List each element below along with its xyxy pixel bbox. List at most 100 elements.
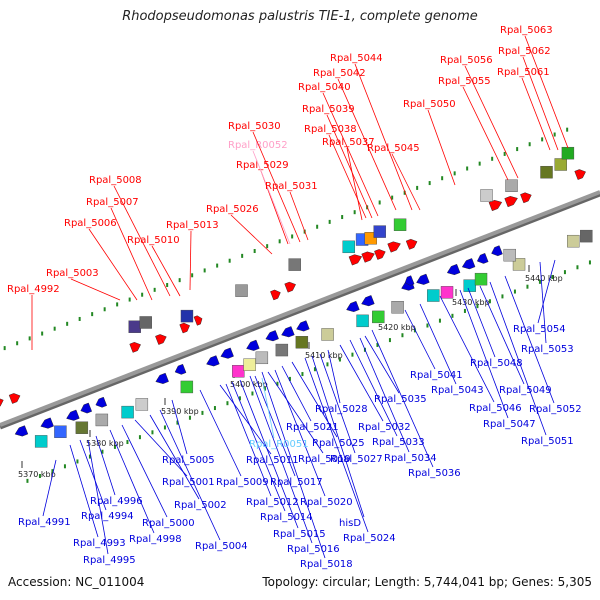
top-strand-gene[interactable] bbox=[179, 321, 192, 334]
bottom-strand-gene[interactable] bbox=[13, 425, 29, 439]
bottom-strand-gene[interactable] bbox=[360, 295, 375, 308]
gene-label-bottom[interactable]: Rpal_5011 bbox=[246, 455, 299, 466]
top-strand-gene[interactable] bbox=[488, 198, 503, 212]
gene-label-top[interactable]: Rpal_5045 bbox=[367, 143, 420, 154]
gene-label-bottom[interactable]: Rpal_5019 bbox=[298, 454, 351, 465]
gene-label-top[interactable]: Rpal_R0052 bbox=[228, 140, 288, 151]
bottom-strand-gene[interactable] bbox=[94, 396, 108, 409]
gene-label-bottom[interactable]: Rpal_4994 bbox=[81, 511, 134, 522]
gene-label-bottom[interactable]: Rpal_5043 bbox=[431, 385, 484, 396]
gene-label-bottom[interactable]: Rpal_5012 bbox=[246, 497, 299, 508]
top-strand-gene[interactable] bbox=[270, 288, 282, 301]
gene-label-top[interactable]: Rpal_5055 bbox=[438, 76, 491, 87]
gene-label-top[interactable]: Rpal_5008 bbox=[89, 175, 142, 186]
bottom-strand-gene[interactable] bbox=[345, 300, 360, 314]
bottom-strand-gene[interactable] bbox=[245, 339, 260, 353]
gene-label-bottom[interactable]: Rpal_5021 bbox=[286, 422, 339, 433]
gene-label-top[interactable]: Rpal_5050 bbox=[403, 99, 456, 110]
gene-label-bottom[interactable]: Rpal_5017 bbox=[270, 477, 323, 488]
gene-label-bottom[interactable]: Rpal_5036 bbox=[408, 468, 461, 479]
gene-label-bottom[interactable]: Rpal_5000 bbox=[142, 518, 195, 529]
gene-label-bottom[interactable]: Rpal_5051 bbox=[521, 436, 574, 447]
gene-label-top[interactable]: Rpal_5039 bbox=[302, 104, 355, 115]
gene-label-top[interactable]: Rpal_5038 bbox=[304, 124, 357, 135]
gene-label-top[interactable]: Rpal_5037 bbox=[322, 137, 375, 148]
bottom-strand-gene[interactable] bbox=[461, 258, 476, 271]
top-strand-gene[interactable] bbox=[284, 280, 298, 293]
gene-label-bottom[interactable]: Rpal_5048 bbox=[470, 358, 523, 369]
top-strand-gene[interactable] bbox=[405, 237, 419, 250]
gene-label-bottom[interactable]: Rpal_4995 bbox=[83, 555, 136, 566]
bottom-strand-gene[interactable] bbox=[280, 326, 295, 339]
gene-label-top[interactable]: Rpal_5029 bbox=[236, 160, 289, 171]
gene-label-top[interactable]: Rpal_5044 bbox=[330, 53, 383, 64]
top-strand-gene[interactable] bbox=[504, 194, 519, 208]
gene-label-bottom[interactable]: Rpal_5002 bbox=[174, 500, 227, 511]
gene-label-top[interactable]: Rpal_5026 bbox=[206, 204, 259, 215]
bottom-strand-gene[interactable] bbox=[154, 372, 169, 386]
gene-label-bottom[interactable]: Rpal_4991 bbox=[18, 517, 71, 528]
top-strand-gene[interactable] bbox=[193, 314, 204, 326]
bottom-strand-gene[interactable] bbox=[205, 355, 220, 369]
gene-label-bottom[interactable]: Rpal_5034 bbox=[384, 453, 437, 464]
gene-label-bottom[interactable]: Rpal_R0051 bbox=[249, 439, 309, 450]
gene-label-top[interactable]: Rpal_5010 bbox=[127, 235, 180, 246]
top-strand-gene[interactable] bbox=[361, 250, 376, 263]
gene-label-top[interactable]: Rpal_5006 bbox=[64, 218, 117, 229]
top-strand-gene[interactable] bbox=[129, 340, 143, 353]
gene-label-bottom[interactable]: Rpal_5016 bbox=[287, 544, 340, 555]
gene-label-bottom[interactable]: Rpal_5041 bbox=[410, 370, 463, 381]
gene-label-top[interactable]: Rpal_5061 bbox=[497, 67, 550, 78]
bottom-strand-gene[interactable] bbox=[39, 417, 54, 431]
gene-label-bottom[interactable]: Rpal_5052 bbox=[529, 404, 582, 415]
bottom-strand-gene[interactable] bbox=[490, 245, 503, 258]
gene-label-bottom[interactable]: Rpal_5024 bbox=[343, 533, 396, 544]
gene-label-bottom[interactable]: Rpal_5027 bbox=[330, 454, 383, 465]
top-strand-gene[interactable] bbox=[574, 168, 588, 180]
bottom-strand-gene[interactable] bbox=[79, 402, 93, 415]
gene-label-bottom[interactable]: Rpal_5033 bbox=[372, 437, 425, 448]
bottom-strand-gene[interactable] bbox=[264, 330, 279, 343]
gene-label-top[interactable]: Rpal_5003 bbox=[46, 268, 99, 279]
gene-label-bottom[interactable]: Rpal_4996 bbox=[90, 496, 143, 507]
gene-label-bottom[interactable]: Rpal_5046 bbox=[469, 403, 522, 414]
bottom-strand-gene[interactable] bbox=[219, 347, 234, 361]
gene-label-top[interactable]: Rpal_5013 bbox=[166, 220, 219, 231]
top-strand-gene[interactable] bbox=[8, 392, 22, 404]
gene-label-bottom[interactable]: Rpal_5018 bbox=[300, 559, 353, 570]
bottom-strand-gene[interactable] bbox=[446, 263, 461, 277]
top-strand-gene[interactable] bbox=[374, 248, 387, 260]
top-strand-gene[interactable] bbox=[155, 333, 168, 345]
gene-label-bottom[interactable]: Rpal_5015 bbox=[273, 529, 326, 540]
gene-label-top[interactable]: Rpal_5007 bbox=[86, 197, 139, 208]
gene-label-bottom[interactable]: Rpal_5053 bbox=[521, 344, 574, 355]
top-strand-gene[interactable] bbox=[387, 240, 402, 253]
gene-label-bottom[interactable]: Rpal_5028 bbox=[315, 404, 368, 415]
bottom-strand-gene[interactable] bbox=[65, 409, 80, 423]
gene-label-bottom[interactable]: Rpal_5054 bbox=[513, 324, 566, 335]
gene-label-top[interactable]: Rpal_4992 bbox=[7, 284, 60, 295]
gene-label-bottom[interactable]: Rpal_5009 bbox=[216, 477, 269, 488]
gene-label-top[interactable]: Rpal_5030 bbox=[228, 121, 281, 132]
gene-label-bottom[interactable]: Rpal_5005 bbox=[162, 455, 215, 466]
bottom-strand-gene[interactable] bbox=[476, 253, 489, 265]
bottom-strand-gene[interactable] bbox=[415, 273, 430, 287]
gene-label-top[interactable]: Rpal_5042 bbox=[313, 68, 366, 79]
gene-label-top[interactable]: Rpal_5031 bbox=[265, 181, 318, 192]
bottom-strand-gene[interactable] bbox=[295, 320, 310, 334]
gene-label-top[interactable]: Rpal_5063 bbox=[500, 25, 553, 36]
gene-label-bottom[interactable]: Rpal_4998 bbox=[129, 534, 182, 545]
gene-label-bottom[interactable]: Rpal_5047 bbox=[483, 419, 536, 430]
gene-label-bottom[interactable]: Rpal_5001 bbox=[162, 477, 215, 488]
top-strand-gene[interactable] bbox=[348, 252, 363, 266]
gene-label-bottom[interactable]: Rpal_4993 bbox=[73, 538, 126, 549]
bottom-strand-gene[interactable] bbox=[403, 275, 415, 287]
gene-label-bottom[interactable]: Rpal_5014 bbox=[260, 512, 313, 523]
top-strand-gene[interactable] bbox=[520, 191, 533, 204]
gene-label-bottom[interactable]: Rpal_5020 bbox=[300, 497, 353, 508]
gene-label-bottom[interactable]: Rpal_5004 bbox=[195, 541, 248, 552]
gene-label-top[interactable]: Rpal_5062 bbox=[498, 46, 551, 57]
gene-label-top[interactable]: Rpal_5040 bbox=[298, 82, 351, 93]
gene-label-bottom[interactable]: hisD bbox=[339, 518, 361, 529]
top-strand-gene[interactable] bbox=[0, 396, 5, 409]
